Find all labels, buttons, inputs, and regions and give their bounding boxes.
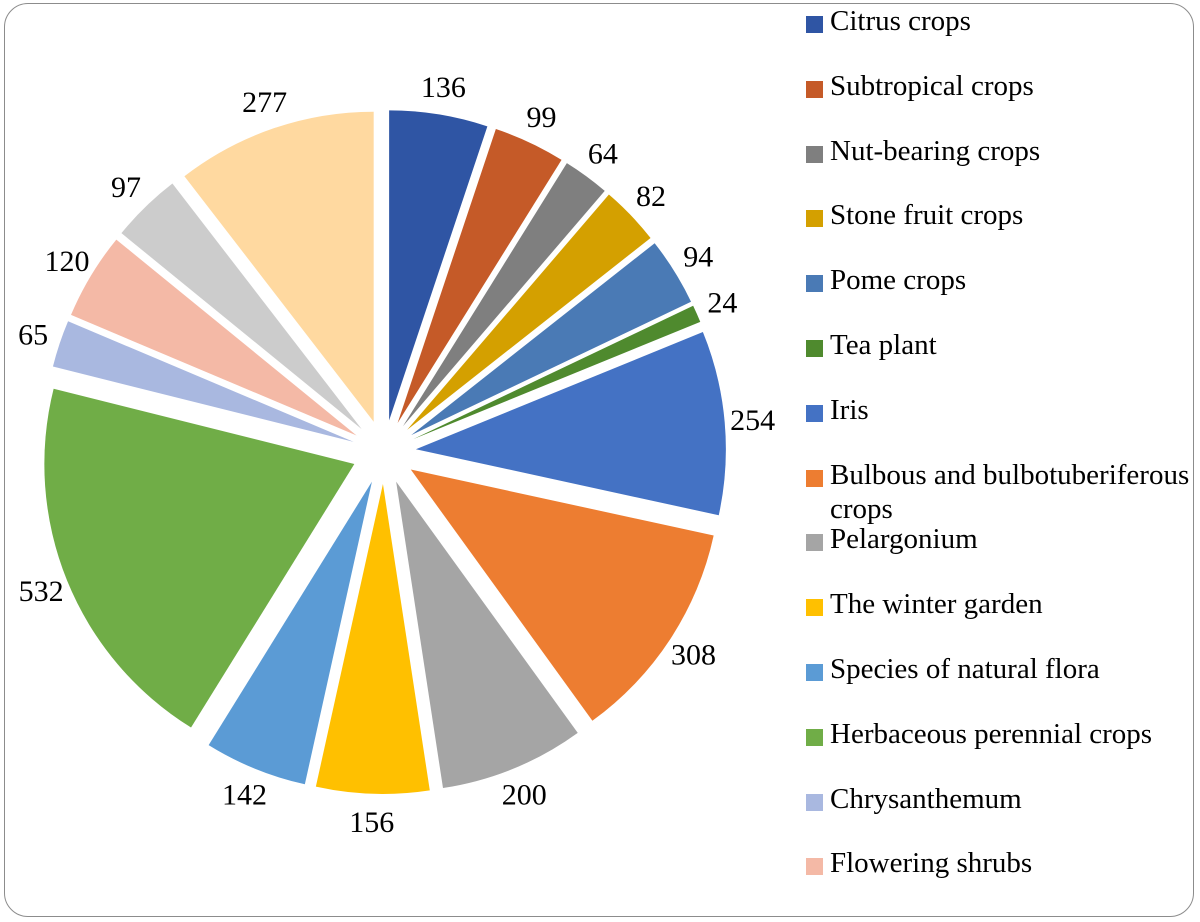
- pie-slice-7-iris: [415, 332, 726, 516]
- legend-label: Subtropical crops: [830, 69, 1034, 102]
- data-label-2: 99: [527, 101, 557, 134]
- legend-label: Bulbous and bulbotuberiferous crops: [830, 458, 1190, 525]
- legend-label: Pome crops: [830, 264, 967, 297]
- legend-label: Nut-bearing crops: [830, 134, 1041, 167]
- data-label-14: 120: [44, 245, 89, 278]
- legend-swatch: [806, 664, 823, 681]
- data-label-12: 532: [19, 575, 64, 608]
- data-label-3: 64: [588, 138, 618, 171]
- legend-item-stone-fruit-crops: Stone fruit crops: [806, 198, 1190, 232]
- data-label-16: 277: [242, 86, 287, 119]
- pie-slice-3-nut-bearing-crops: [402, 163, 605, 427]
- data-label-13: 65: [18, 319, 48, 352]
- pie-slice-9-pelargonium: [396, 481, 578, 789]
- legend-item-chrysanthemum: Chrysanthemum: [806, 782, 1190, 816]
- legend-item-nut-bearing-crops: Nut-bearing crops: [806, 134, 1190, 168]
- pie-slice-11-species-of-natural-flora: [208, 481, 372, 785]
- legend-label: Tea plant: [830, 329, 937, 361]
- legend-label: Pelargonium: [830, 523, 978, 556]
- pie-slice-13-chrysanthemum: [52, 321, 354, 442]
- legend-item-subtropical-crops: Subtropical crops: [806, 69, 1190, 103]
- data-label-4: 82: [636, 180, 666, 213]
- data-label-15: 97: [111, 171, 141, 204]
- legend-item-the-winter-garden: The winter garden: [806, 587, 1190, 621]
- legend-item-species-of-natural-flora: Species of natural flora: [806, 652, 1190, 686]
- pie-slice-8-bulbous-and-bulbotuberiferous-crops: [410, 469, 714, 721]
- data-label-6: 24: [707, 286, 737, 319]
- pie-slice-14-flowering-shrubs: [70, 239, 357, 436]
- legend-item-bulbous-and-bulbotuberiferous-crops: Bulbous and bulbotuberiferous crops: [806, 458, 1190, 526]
- legend-swatch: [806, 80, 823, 98]
- legend-item-tea-plant: Tea plant: [806, 328, 1190, 362]
- data-label-7: 254: [730, 404, 775, 437]
- legend-item-citrus-crops: Citrus crops: [806, 4, 1190, 38]
- legend-item-pelargonium: Pelargonium: [806, 522, 1190, 556]
- legend-label: Chrysanthemum: [830, 782, 1022, 815]
- legend-item-herbaceous-perennial-crops: Herbaceous perennial crops: [806, 717, 1190, 751]
- data-label-9: 200: [502, 778, 547, 811]
- legend-swatch: [806, 145, 823, 163]
- pie-slice-16: [184, 111, 374, 422]
- data-label-1: 136: [421, 71, 466, 104]
- legend-swatch: [806, 728, 823, 746]
- pie-slice-5-pome-crops: [411, 243, 692, 436]
- data-label-11: 142: [222, 779, 267, 812]
- legend-label: Citrus crops: [830, 5, 971, 37]
- legend-swatch: [806, 16, 823, 33]
- legend-swatch: [806, 404, 823, 422]
- pie-slice-4-stone-fruit-crops: [407, 194, 651, 430]
- data-label-5: 94: [683, 241, 713, 274]
- pie-slice-10-the-winter-garden: [315, 483, 430, 794]
- legend-swatch: [806, 793, 823, 811]
- legend-label: Herbaceous perennial crops: [830, 717, 1153, 750]
- pie-slice-12-herbaceous-perennial-crops: [44, 388, 355, 728]
- pie-slice-2-subtropical-crops: [397, 129, 562, 424]
- pie-slice-6-tea-plant: [413, 305, 701, 440]
- pie-slice-1-citrus-crops: [389, 110, 488, 421]
- legend-item-iris: Iris: [806, 393, 1190, 427]
- legend-item-flowering-shrubs: Flowering shrubs: [806, 846, 1190, 880]
- legend-swatch: [806, 469, 823, 487]
- legend-swatch: [806, 275, 823, 293]
- legend-label: The winter garden: [830, 588, 1043, 621]
- data-label-8: 308: [671, 639, 716, 672]
- legend-item-pome-crops: Pome crops: [806, 263, 1190, 297]
- legend-label: Flowering shrubs: [830, 847, 1033, 880]
- legend-label: Species of natural flora: [830, 653, 1100, 685]
- legend-swatch: [806, 534, 823, 552]
- legend-swatch: [806, 858, 823, 876]
- legend-label: Stone fruit crops: [830, 199, 1024, 232]
- legend-swatch: [806, 599, 823, 617]
- pie-slice-15: [121, 183, 362, 430]
- legend-label: Iris: [830, 393, 869, 426]
- legend-swatch: [806, 210, 823, 228]
- data-label-10: 156: [349, 806, 394, 839]
- pie-chart: 136 99 64 82 94 24 254 308 200 156 142 532 65 120 97 27…: [18, 71, 775, 839]
- legend-swatch: [806, 340, 823, 357]
